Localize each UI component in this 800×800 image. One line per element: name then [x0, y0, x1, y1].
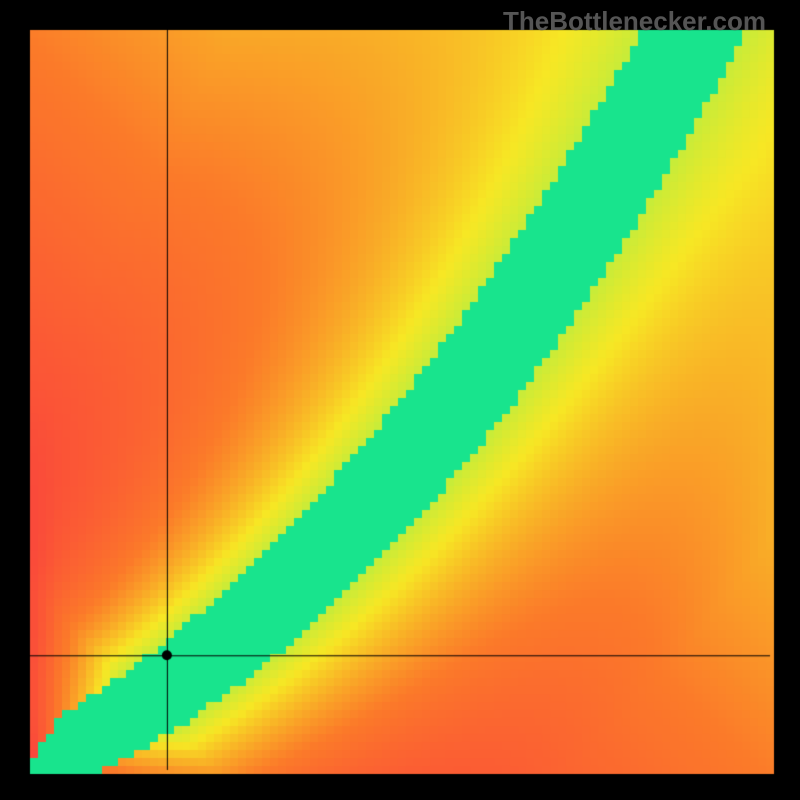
bottleneck-heatmap — [0, 0, 800, 800]
chart-container: TheBottlenecker.com — [0, 0, 800, 800]
watermark-text: TheBottlenecker.com — [503, 6, 766, 37]
